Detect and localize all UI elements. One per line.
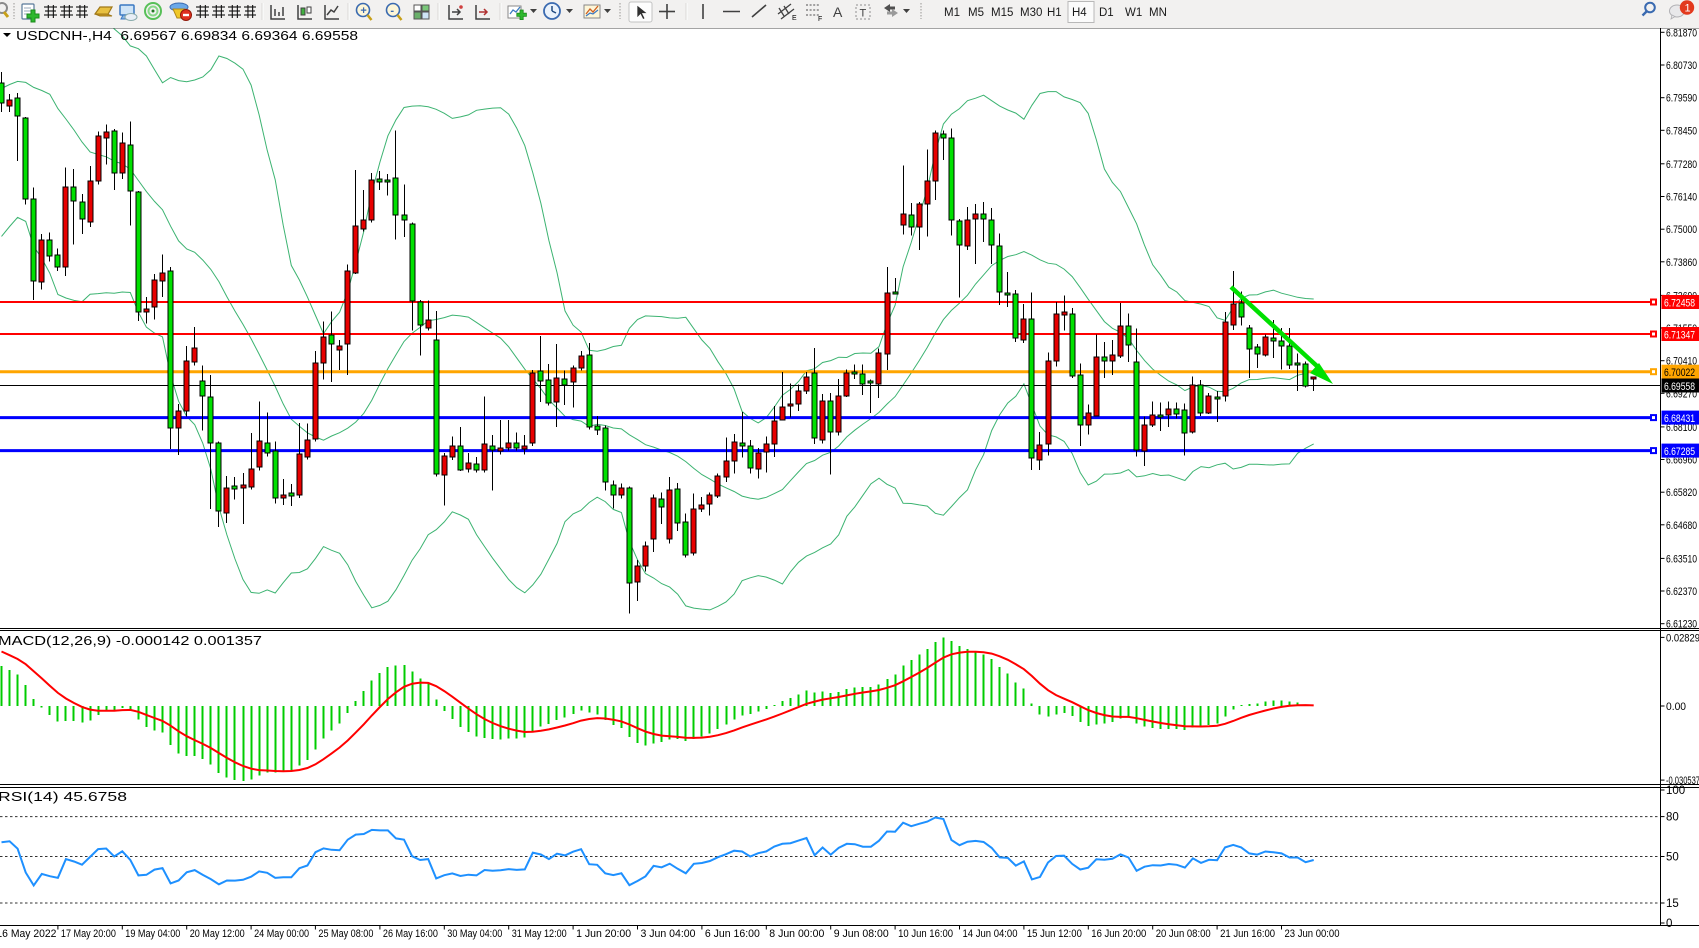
svg-text:23 Jun 00:00: 23 Jun 00:00 <box>1285 928 1340 940</box>
svg-text:9 Jun 08:00: 9 Jun 08:00 <box>834 928 889 940</box>
svg-text:30 May 04:00: 30 May 04:00 <box>447 928 502 940</box>
svg-text:19 May 04:00: 19 May 04:00 <box>125 928 180 940</box>
svg-text:1 Jun 20:00: 1 Jun 20:00 <box>576 928 631 940</box>
svg-text:H1: H1 <box>1047 7 1062 19</box>
svg-text:RSI(14) 45.6758: RSI(14) 45.6758 <box>0 789 127 804</box>
svg-text:6.79590: 6.79590 <box>1666 93 1697 105</box>
svg-text:15: 15 <box>1666 898 1679 910</box>
svg-text:F: F <box>818 16 822 23</box>
svg-text:25 May 08:00: 25 May 08:00 <box>318 928 373 940</box>
svg-text:6.62370: 6.62370 <box>1666 586 1697 598</box>
svg-text:6.78450: 6.78450 <box>1666 125 1697 137</box>
svg-text:6.64680: 6.64680 <box>1666 520 1697 532</box>
svg-text:M5: M5 <box>968 7 984 19</box>
svg-text:6.61230: 6.61230 <box>1666 619 1697 631</box>
svg-text:20 May 12:00: 20 May 12:00 <box>190 928 245 940</box>
svg-text:-: - <box>390 5 394 17</box>
svg-text:USDCNH-,H4 6.69567 6.69834 6.: USDCNH-,H4 6.69567 6.69834 6.69364 6.695… <box>16 28 358 43</box>
svg-text:6.63510: 6.63510 <box>1666 553 1697 565</box>
svg-text:6.65820: 6.65820 <box>1666 487 1697 499</box>
svg-text:+: + <box>360 5 366 17</box>
svg-text:6.77280: 6.77280 <box>1666 159 1697 171</box>
svg-text:15 Jun 12:00: 15 Jun 12:00 <box>1027 928 1082 940</box>
svg-text:6.71347: 6.71347 <box>1664 330 1695 342</box>
svg-text:1: 1 <box>1685 3 1691 15</box>
svg-text:8 Jun 00:00: 8 Jun 00:00 <box>769 928 824 940</box>
svg-text:31 May 12:00: 31 May 12:00 <box>512 928 567 940</box>
svg-text:6.75000: 6.75000 <box>1666 224 1697 236</box>
svg-text:6.72458: 6.72458 <box>1664 298 1695 310</box>
svg-text:50: 50 <box>1666 852 1679 864</box>
svg-text:6.73860: 6.73860 <box>1666 257 1697 269</box>
svg-text:T: T <box>860 8 867 20</box>
svg-text:16 Jun 20:00: 16 Jun 20:00 <box>1091 928 1146 940</box>
svg-text:20 Jun 08:00: 20 Jun 08:00 <box>1156 928 1211 940</box>
svg-text:MACD(12,26,9) -0.000142 0.0013: MACD(12,26,9) -0.000142 0.001357 <box>0 633 262 648</box>
svg-text:6 Jun 16:00: 6 Jun 16:00 <box>705 928 760 940</box>
svg-text:26 May 16:00: 26 May 16:00 <box>383 928 438 940</box>
svg-text:6.81870: 6.81870 <box>1666 27 1697 39</box>
svg-text:3 Jun 04:00: 3 Jun 04:00 <box>641 928 696 940</box>
svg-text:6.76140: 6.76140 <box>1666 192 1697 204</box>
svg-text:A: A <box>833 4 843 20</box>
svg-text:24 May 00:00: 24 May 00:00 <box>254 928 309 940</box>
svg-text:0: 0 <box>1666 918 1672 930</box>
svg-text:100: 100 <box>1666 785 1685 797</box>
svg-text:0.00: 0.00 <box>1666 701 1686 713</box>
svg-text:M30: M30 <box>1020 7 1042 19</box>
svg-text:14 Jun 04:00: 14 Jun 04:00 <box>963 928 1018 940</box>
svg-text:6.69558: 6.69558 <box>1664 381 1695 393</box>
svg-text:6.67285: 6.67285 <box>1664 446 1695 458</box>
svg-text:6.70022: 6.70022 <box>1664 367 1695 379</box>
svg-text:6.80730: 6.80730 <box>1666 60 1697 72</box>
svg-text:17 May 20:00: 17 May 20:00 <box>61 928 116 940</box>
svg-text:H4: H4 <box>1072 7 1087 19</box>
svg-text:W1: W1 <box>1125 7 1142 19</box>
svg-text:M1: M1 <box>944 7 960 19</box>
svg-text:M15: M15 <box>991 7 1013 19</box>
svg-text:80: 80 <box>1666 812 1679 824</box>
svg-text:16 May 2022: 16 May 2022 <box>0 928 56 940</box>
svg-text:E: E <box>792 15 797 22</box>
svg-text:MN: MN <box>1149 7 1167 19</box>
svg-text:21 Jun 16:00: 21 Jun 16:00 <box>1220 928 1275 940</box>
svg-text:0.02829: 0.02829 <box>1666 632 1699 644</box>
svg-text:D1: D1 <box>1099 7 1114 19</box>
svg-text:6.68431: 6.68431 <box>1664 413 1695 425</box>
svg-text:10 Jun 16:00: 10 Jun 16:00 <box>898 928 953 940</box>
